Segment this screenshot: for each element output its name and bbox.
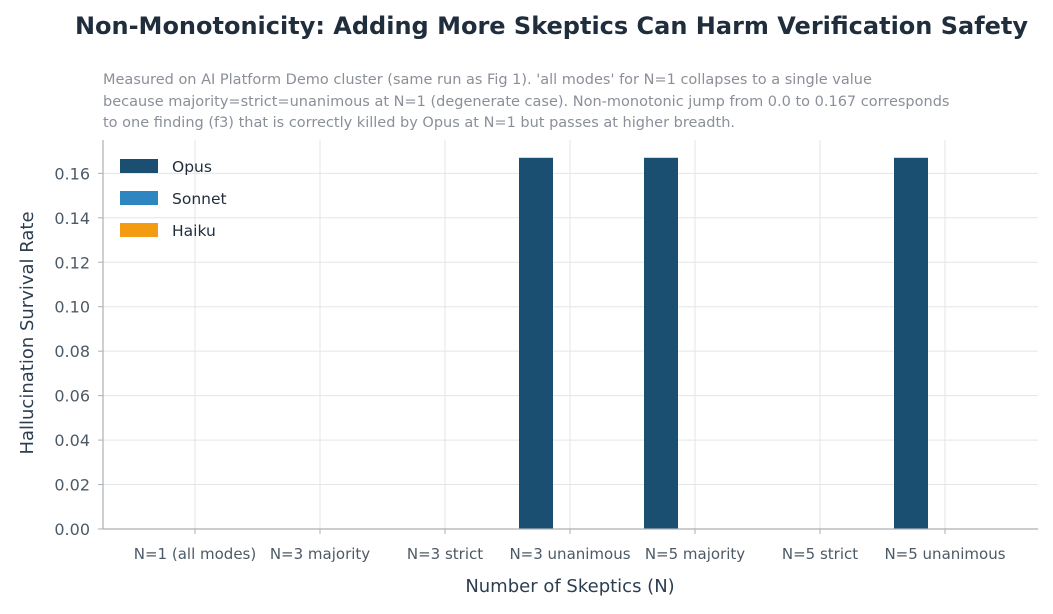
y-tick-label: 0.14	[54, 209, 90, 228]
bar-opus-6	[894, 157, 928, 530]
bar-opus-3	[519, 157, 553, 530]
y-tick-label: 0.16	[54, 164, 90, 183]
grid-lines	[103, 140, 1038, 530]
x-axis-label: Number of Skeptics (N)	[465, 576, 674, 597]
y-tick-label: 0.10	[54, 298, 90, 317]
y-tick-label: 0.04	[54, 431, 90, 450]
chart-title: Non-Monotonicity: Adding More Skeptics C…	[74, 12, 1029, 40]
x-tick-label: N=1 (all modes)	[134, 545, 256, 563]
legend-label-haiku: Haiku	[172, 222, 216, 240]
y-tick-label: 0.12	[54, 253, 90, 272]
x-tick-labels: N=1 (all modes) N=3 majority N=3 strict N=3…	[134, 545, 1006, 563]
x-tick-label: N=3 majority	[270, 545, 370, 563]
chart-subtitle: Measured on AI Platform Demo cluster (sa…	[103, 70, 1003, 135]
y-tick-label: 0.06	[54, 387, 90, 406]
subtitle-line-1: Measured on AI Platform Demo cluster (sa…	[103, 72, 872, 88]
y-tick-label: 0.00	[54, 520, 90, 539]
x-tick-label: N=5 strict	[782, 545, 858, 563]
y-tick-label: 0.08	[54, 342, 90, 361]
legend-swatch-sonnet	[120, 191, 158, 205]
bar-opus-4	[644, 157, 678, 530]
legend-swatch-opus	[120, 159, 158, 173]
legend-swatch-haiku	[120, 223, 158, 237]
bars	[519, 157, 928, 530]
y-axis-label: Hallucination Survival Rate	[17, 211, 38, 454]
legend: Opus Sonnet Haiku	[120, 158, 227, 240]
y-tick-label: 0.02	[54, 476, 90, 495]
legend-label-sonnet: Sonnet	[172, 190, 227, 208]
x-tick-label: N=3 strict	[407, 545, 483, 563]
subtitle-line-3: to one finding (f3) that is correctly ki…	[103, 115, 735, 131]
x-tick-label: N=3 unanimous	[509, 545, 630, 563]
axes	[98, 140, 1038, 534]
legend-label-opus: Opus	[172, 158, 212, 176]
x-tick-label: N=5 unanimous	[884, 545, 1005, 563]
x-tick-label: N=5 majority	[645, 545, 745, 563]
y-tick-labels: 0.00 0.02 0.04 0.06 0.08 0.10 0.12 0.14 0.16	[54, 164, 90, 539]
subtitle-line-2: because majority=strict=unanimous at N=1…	[103, 93, 950, 110]
